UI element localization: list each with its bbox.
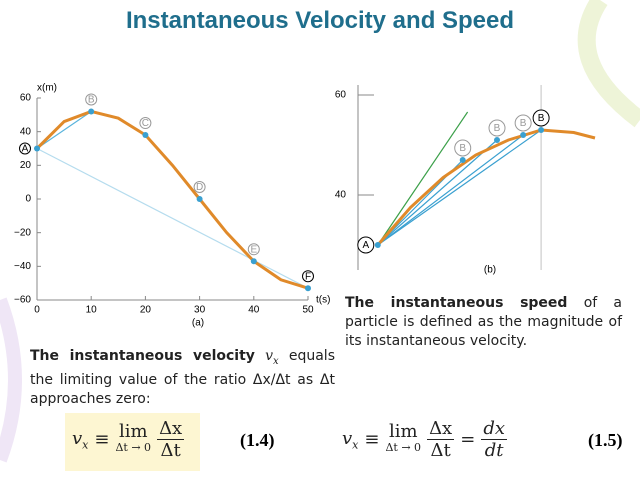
text: The instantaneous speed	[345, 295, 568, 311]
point-label: C	[142, 118, 149, 129]
text: x	[273, 355, 279, 367]
x-tick-label: 10	[86, 305, 98, 316]
point-badge	[193, 181, 206, 193]
text: ≡	[94, 429, 110, 450]
y-tick-label: −60	[14, 295, 31, 306]
point-badge	[532, 109, 550, 127]
y-tick-label: 40	[20, 126, 32, 137]
text: Δx	[157, 418, 185, 440]
point-label: A	[362, 240, 369, 251]
point	[520, 132, 527, 138]
point-badge	[139, 117, 152, 130]
text: Δt → 0	[385, 440, 422, 454]
equation-number: (1.5)	[588, 430, 623, 450]
x-tick-label: 40	[248, 305, 260, 316]
point-badge	[488, 119, 506, 137]
text: v	[342, 427, 353, 449]
y-tick-label: 60	[335, 90, 347, 101]
point	[142, 132, 149, 139]
title: Instantaneous Velocity and Speed	[125, 7, 515, 34]
x-tick-label: 20	[140, 305, 152, 316]
curve	[376, 128, 596, 246]
paragraph: The instantaneous velocity vx equals the…	[30, 347, 335, 409]
equation-box	[65, 413, 200, 471]
point-label: B	[88, 95, 95, 106]
paragraph: The instantaneous speed of a particle is…	[345, 294, 622, 351]
reference-line	[36, 110, 92, 149]
point-label: B	[459, 143, 466, 154]
x-tick-label: 50	[302, 305, 314, 316]
text: =	[460, 429, 476, 450]
decoration	[577, 0, 640, 128]
point-label: D	[196, 182, 203, 193]
point	[196, 196, 203, 202]
text: x	[352, 438, 359, 452]
reference-line	[377, 129, 542, 246]
text: v	[265, 348, 274, 364]
chart: −60 −40 −20 0 20 40 60 0 10 20 30 40 50 x(m) t(s) (a) A B…	[14, 83, 330, 329]
point-badge	[454, 139, 472, 157]
point-badge	[247, 243, 260, 256]
y-tick-label: −40	[14, 261, 31, 272]
text: The instantaneous velocity	[30, 348, 255, 364]
x-tick-label: 30	[194, 305, 206, 316]
text: ≡	[364, 429, 380, 450]
text: lim	[388, 420, 418, 442]
curve	[35, 109, 309, 290]
text: Δt → 0	[115, 440, 152, 454]
y-tick-label: 20	[20, 160, 32, 171]
point-label: F	[305, 271, 311, 282]
point-label: E	[250, 244, 257, 255]
text: Δt	[160, 440, 181, 461]
x-tick-label: 0	[34, 305, 40, 316]
point	[459, 157, 466, 163]
decoration	[0, 297, 22, 463]
reference-line	[36, 147, 309, 289]
point-label: A	[22, 144, 29, 155]
reference-line	[377, 134, 524, 246]
text: Δt	[430, 440, 451, 461]
y-tick-label: 40	[335, 190, 347, 201]
point	[494, 137, 501, 143]
point	[374, 242, 381, 248]
point	[88, 108, 95, 115]
reference-line	[377, 111, 469, 246]
reference-line	[377, 139, 498, 246]
y-tick-label: −20	[14, 227, 31, 238]
point-badge	[357, 236, 375, 254]
text: v	[72, 427, 83, 449]
text: Δx	[427, 418, 455, 440]
point-badge	[302, 270, 314, 283]
text: dt	[484, 440, 504, 461]
point-label: B	[538, 113, 545, 124]
text: equals the limiting value of the ratio Δ…	[30, 348, 335, 407]
text: x	[82, 438, 89, 452]
text: of a particle is defined as the magnitud…	[345, 295, 622, 349]
text: dx	[481, 418, 507, 440]
caption: (b)	[484, 265, 496, 276]
equation: vx ≡ lim Δt → 0 Δx Δt = dx dt	[342, 418, 507, 461]
y-tick-label: 60	[20, 93, 32, 104]
point	[538, 127, 545, 133]
text: lim	[118, 420, 148, 442]
x-axis-label: t(s)	[316, 295, 330, 306]
point	[305, 285, 311, 292]
caption: (a)	[192, 318, 204, 329]
y-axis-label: x(m)	[37, 83, 57, 94]
point-badge	[19, 142, 31, 155]
point-badge	[85, 93, 98, 106]
equation: vx ≡ lim Δt → 0 Δx Δt	[72, 418, 185, 461]
y-tick-label: 0	[25, 194, 31, 205]
point-label: B	[494, 123, 501, 134]
point	[250, 258, 257, 265]
point	[34, 145, 40, 152]
equation-number: (1.4)	[240, 430, 275, 450]
point-label: B	[520, 118, 527, 129]
point-badge	[514, 114, 532, 132]
